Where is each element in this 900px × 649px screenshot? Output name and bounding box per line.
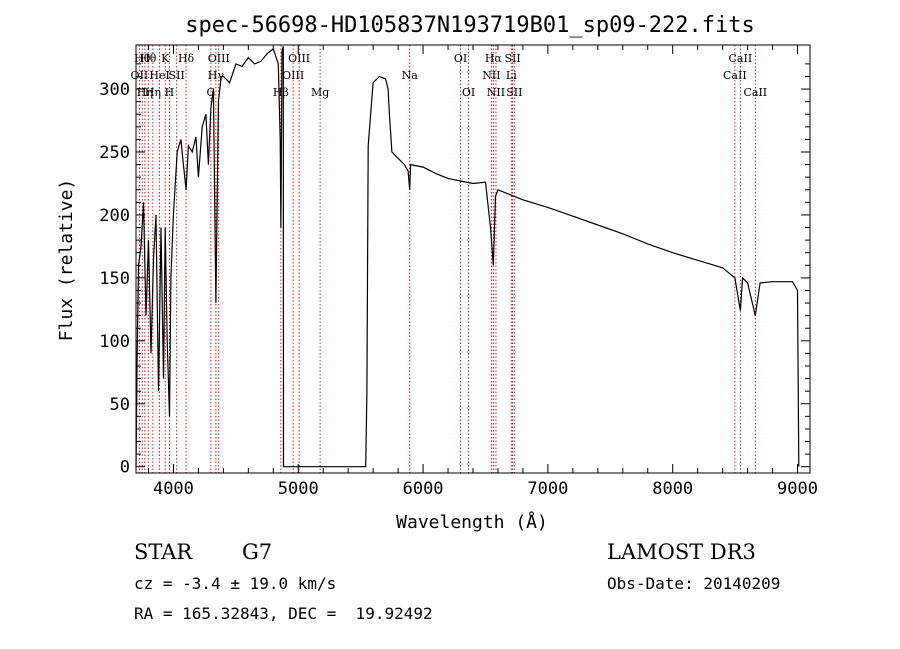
y-tick-label: 0 bbox=[120, 458, 130, 478]
survey-name: LAMOST DR3 bbox=[607, 540, 756, 564]
line-marker-label: Hη bbox=[145, 86, 161, 99]
y-tick-label: 100 bbox=[99, 332, 130, 352]
line-marker-label: H bbox=[165, 86, 175, 99]
line-marker-label: CaII bbox=[729, 52, 753, 65]
line-marker-labels: OIIHθHηHθHηHeIKHSIIHδGHγOIIIHβOIIIOIIIMg… bbox=[131, 52, 768, 99]
line-marker-label: K bbox=[161, 52, 170, 65]
spectrum-chart: spec-56698-HD105837N193719B01_sp09-222.f… bbox=[56, 13, 818, 533]
line-marker-label: OIII bbox=[208, 52, 230, 65]
line-markers bbox=[138, 45, 756, 473]
x-tick-label: 9000 bbox=[777, 479, 818, 499]
line-marker-label: OIII bbox=[288, 52, 310, 65]
y-axis: 0 50 100 150 200 250 300 bbox=[99, 63, 810, 478]
line-marker-label: Hγ bbox=[208, 69, 225, 82]
object-class: STAR bbox=[134, 540, 193, 564]
coordinates: RA = 165.32843, DEC = 19.92492 bbox=[134, 604, 433, 623]
x-axis-label: Wavelength (Å) bbox=[396, 511, 548, 533]
line-marker-label: OI bbox=[454, 52, 467, 65]
spectrum-line bbox=[135, 46, 800, 468]
x-tick-label: 4000 bbox=[153, 479, 194, 499]
y-tick-label: 50 bbox=[110, 395, 130, 415]
plot-frame bbox=[135, 44, 811, 474]
line-marker-label: Hδ bbox=[178, 52, 195, 65]
observation-date: Obs-Date: 20140209 bbox=[607, 574, 781, 593]
x-tick-label: 7000 bbox=[527, 479, 568, 499]
x-tick-label: 5000 bbox=[278, 479, 319, 499]
line-marker-label: OI bbox=[462, 86, 475, 99]
y-axis-label: Flux (relative) bbox=[56, 179, 77, 342]
line-marker-label: NII bbox=[482, 69, 500, 82]
y-tick-label: 150 bbox=[99, 269, 130, 289]
line-marker-label: Hα bbox=[485, 52, 503, 65]
line-marker-label: Mg bbox=[311, 86, 329, 99]
redshift-value: cz = -3.4 ± 19.0 km/s bbox=[134, 574, 337, 593]
line-marker-label: G bbox=[206, 86, 215, 99]
object-subclass: G7 bbox=[242, 540, 273, 564]
chart-title: spec-56698-HD105837N193719B01_sp09-222.f… bbox=[185, 13, 755, 38]
y-tick-label: 250 bbox=[99, 143, 130, 163]
line-marker-label: Li bbox=[506, 69, 517, 82]
y-tick-label: 200 bbox=[99, 206, 130, 226]
line-marker-label: OIII bbox=[282, 69, 304, 82]
line-marker-label: Hβ bbox=[273, 86, 289, 99]
x-tick-label: 6000 bbox=[403, 479, 444, 499]
line-marker-label: NII bbox=[487, 86, 505, 99]
x-axis: 4000 5000 6000 7000 8000 9000 bbox=[147, 45, 818, 499]
line-marker-label: Hθ bbox=[134, 52, 151, 65]
line-marker-label: SII bbox=[506, 86, 522, 99]
line-marker-label: SII bbox=[169, 69, 185, 82]
line-marker-label: Na bbox=[402, 69, 419, 82]
line-marker-label: CaII bbox=[743, 86, 767, 99]
line-marker-label: Hθ bbox=[140, 52, 157, 65]
line-marker-label: OII bbox=[131, 69, 149, 82]
line-marker-label: CaII bbox=[723, 69, 747, 82]
x-tick-label: 8000 bbox=[652, 479, 693, 499]
line-marker-label: SII bbox=[504, 52, 520, 65]
line-marker-label: HeI bbox=[149, 69, 169, 82]
y-tick-label: 300 bbox=[99, 80, 130, 100]
